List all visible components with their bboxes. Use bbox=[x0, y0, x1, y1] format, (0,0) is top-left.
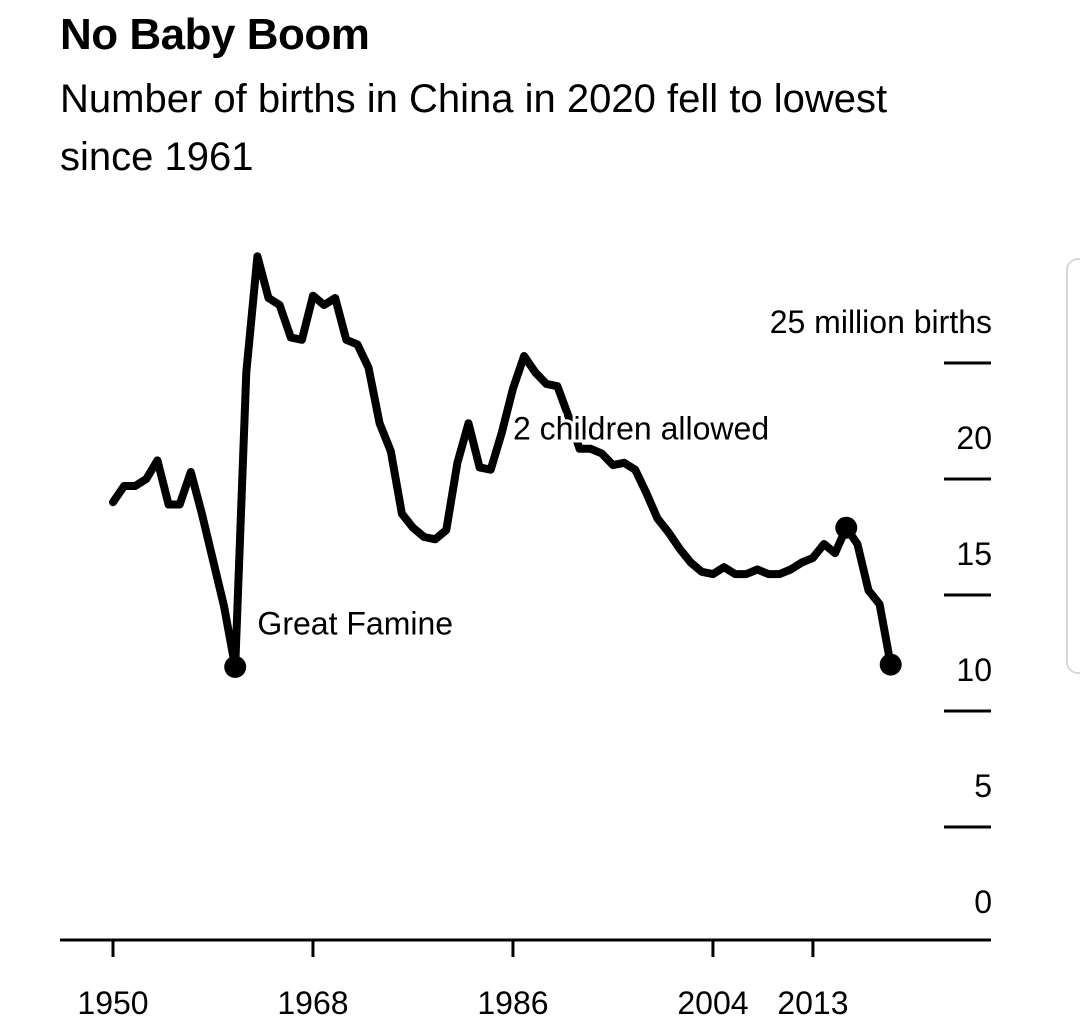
births-series-line bbox=[109, 252, 895, 671]
highlight-point bbox=[879, 653, 902, 676]
x-tick-label: 1968 bbox=[277, 985, 348, 1021]
y-tick-label: 5 bbox=[974, 768, 992, 804]
y-tick-label: 10 bbox=[956, 652, 992, 688]
side-panel-tab[interactable] bbox=[1066, 258, 1080, 674]
chart-subtitle: Number of births in China in 2020 fell t… bbox=[60, 77, 888, 179]
chart-title: No Baby Boom bbox=[60, 10, 370, 59]
y-tick-label: 20 bbox=[956, 420, 992, 456]
y-tick-label: 15 bbox=[956, 536, 992, 572]
highlight-point bbox=[835, 516, 858, 539]
y-tick-label: 0 bbox=[974, 884, 992, 920]
annotation-label: Great Famine bbox=[257, 605, 453, 641]
x-tick-label: 2004 bbox=[677, 985, 748, 1021]
annotation-label: 2 children allowed bbox=[513, 411, 769, 447]
y-tick-label: 25 million births bbox=[770, 304, 992, 340]
x-tick-label: 1950 bbox=[77, 985, 148, 1021]
x-tick-label: 1986 bbox=[477, 985, 548, 1021]
x-tick-label: 2013 bbox=[777, 985, 848, 1021]
highlight-point bbox=[224, 655, 247, 678]
